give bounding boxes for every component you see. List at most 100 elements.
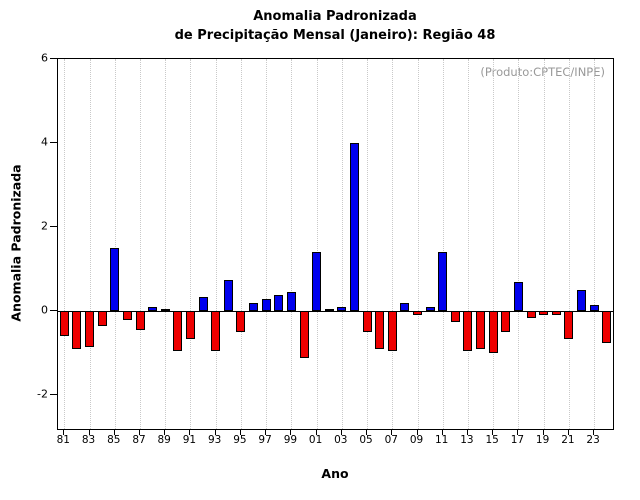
x-tick-mark xyxy=(88,429,90,435)
bar-year-85 xyxy=(110,248,120,312)
bar-year-03 xyxy=(337,307,347,312)
bar-year-07 xyxy=(387,311,397,352)
x-tick-mark xyxy=(315,429,317,435)
y-tick-label: 0 xyxy=(41,303,48,317)
x-axis-label: Ano xyxy=(321,466,349,481)
x-tick-mark xyxy=(113,429,115,435)
vertical-gridline xyxy=(417,59,419,429)
x-tick-label: 03 xyxy=(334,434,348,446)
bar-year-89 xyxy=(160,309,170,312)
vertical-gridline xyxy=(190,59,192,429)
bar-year-06 xyxy=(375,311,385,350)
bar-year-90 xyxy=(173,311,183,352)
bar-year-91 xyxy=(185,311,195,339)
bar-year-10 xyxy=(425,307,435,312)
x-tick-mark xyxy=(139,429,140,435)
bar-year-87 xyxy=(135,311,145,331)
x-tick-label: 21 xyxy=(561,434,575,446)
x-tick-mark xyxy=(239,429,241,435)
vertical-gridline xyxy=(114,59,116,429)
vertical-gridline xyxy=(240,59,242,429)
x-tick-mark xyxy=(340,429,342,435)
y-axis-label: Anomalia Padronizada xyxy=(8,164,24,322)
x-tick-mark xyxy=(441,429,443,435)
x-tick-mark xyxy=(214,429,216,435)
plot-area: (Produto:CPTEC/INPE) xyxy=(57,58,614,430)
bar-year-11 xyxy=(438,252,448,312)
vertical-gridline xyxy=(266,59,268,429)
bar-year-08 xyxy=(400,302,410,312)
vertical-gridline xyxy=(543,59,545,429)
x-tick-mark xyxy=(391,429,393,435)
bar-year-98 xyxy=(274,294,284,312)
vertical-gridline xyxy=(140,59,141,429)
x-tick-label: 97 xyxy=(258,434,272,446)
vertical-gridline xyxy=(316,59,318,429)
bar-year-01 xyxy=(312,252,322,312)
vertical-gridline xyxy=(442,59,444,429)
y-tick-mark xyxy=(50,58,57,59)
x-tick-mark xyxy=(366,429,367,435)
bar-year-24 xyxy=(602,311,612,343)
y-tick-mark xyxy=(50,310,57,312)
bar-year-86 xyxy=(122,311,132,320)
bar-year-81 xyxy=(59,311,69,337)
bar-year-99 xyxy=(286,292,296,312)
x-tick-label: 89 xyxy=(157,434,171,446)
y-tick-mark xyxy=(50,394,57,396)
bar-year-05 xyxy=(362,311,372,333)
x-tick-mark xyxy=(542,429,544,435)
bar-year-95 xyxy=(236,311,246,333)
x-tick-mark xyxy=(517,429,519,435)
bar-year-93 xyxy=(211,311,221,352)
bar-year-13 xyxy=(463,311,473,352)
vertical-gridline xyxy=(467,59,469,429)
x-tick-mark xyxy=(189,429,191,435)
bar-year-15 xyxy=(488,311,498,354)
bar-year-22 xyxy=(577,290,586,312)
bar-year-83 xyxy=(85,311,94,347)
x-tick-label: 05 xyxy=(359,434,373,446)
vertical-gridline xyxy=(89,59,91,429)
x-tick-label: 95 xyxy=(233,434,247,446)
bar-year-16 xyxy=(501,311,511,333)
x-tick-label: 19 xyxy=(535,434,550,446)
x-tick-label: 15 xyxy=(485,434,499,446)
x-tick-label: 93 xyxy=(208,434,222,446)
vertical-gridline xyxy=(518,59,520,429)
vertical-gridline xyxy=(341,59,343,429)
chart-title: Anomalia Padronizada de Precipitação Men… xyxy=(57,8,613,46)
x-tick-label: 81 xyxy=(56,434,70,446)
x-tick-label: 99 xyxy=(283,434,298,446)
x-tick-label: 91 xyxy=(182,434,197,446)
vertical-gridline xyxy=(165,59,167,429)
y-tick-label: 4 xyxy=(41,135,48,149)
vertical-gridline xyxy=(493,59,495,429)
bar-year-21 xyxy=(564,311,574,339)
bar-year-17 xyxy=(513,281,523,312)
bar-year-92 xyxy=(198,296,208,312)
x-tick-label: 85 xyxy=(107,434,121,446)
x-tick-label: 11 xyxy=(435,434,449,446)
x-tick-label: 83 xyxy=(81,434,96,446)
vertical-gridline xyxy=(594,59,596,429)
bar-year-04 xyxy=(349,143,359,312)
source-annotation: (Produto:CPTEC/INPE) xyxy=(480,65,605,79)
bar-year-82 xyxy=(72,311,82,350)
x-tick-mark xyxy=(416,429,418,435)
x-tick-label: 01 xyxy=(308,434,323,446)
x-tick-label: 87 xyxy=(132,434,146,446)
x-tick-mark xyxy=(290,429,292,435)
bar-year-88 xyxy=(148,307,158,312)
y-tick-mark xyxy=(50,142,57,144)
vertical-gridline xyxy=(291,59,293,429)
chart-title-line1: Anomalia Padronizada xyxy=(253,9,417,24)
y-tick-mark xyxy=(50,226,57,228)
vertical-gridline xyxy=(215,59,217,429)
bar-year-12 xyxy=(450,311,460,322)
x-tick-label: 17 xyxy=(510,434,525,446)
x-tick-mark xyxy=(567,429,569,435)
y-tick-label: -2 xyxy=(37,387,48,401)
vertical-gridline xyxy=(367,59,368,429)
